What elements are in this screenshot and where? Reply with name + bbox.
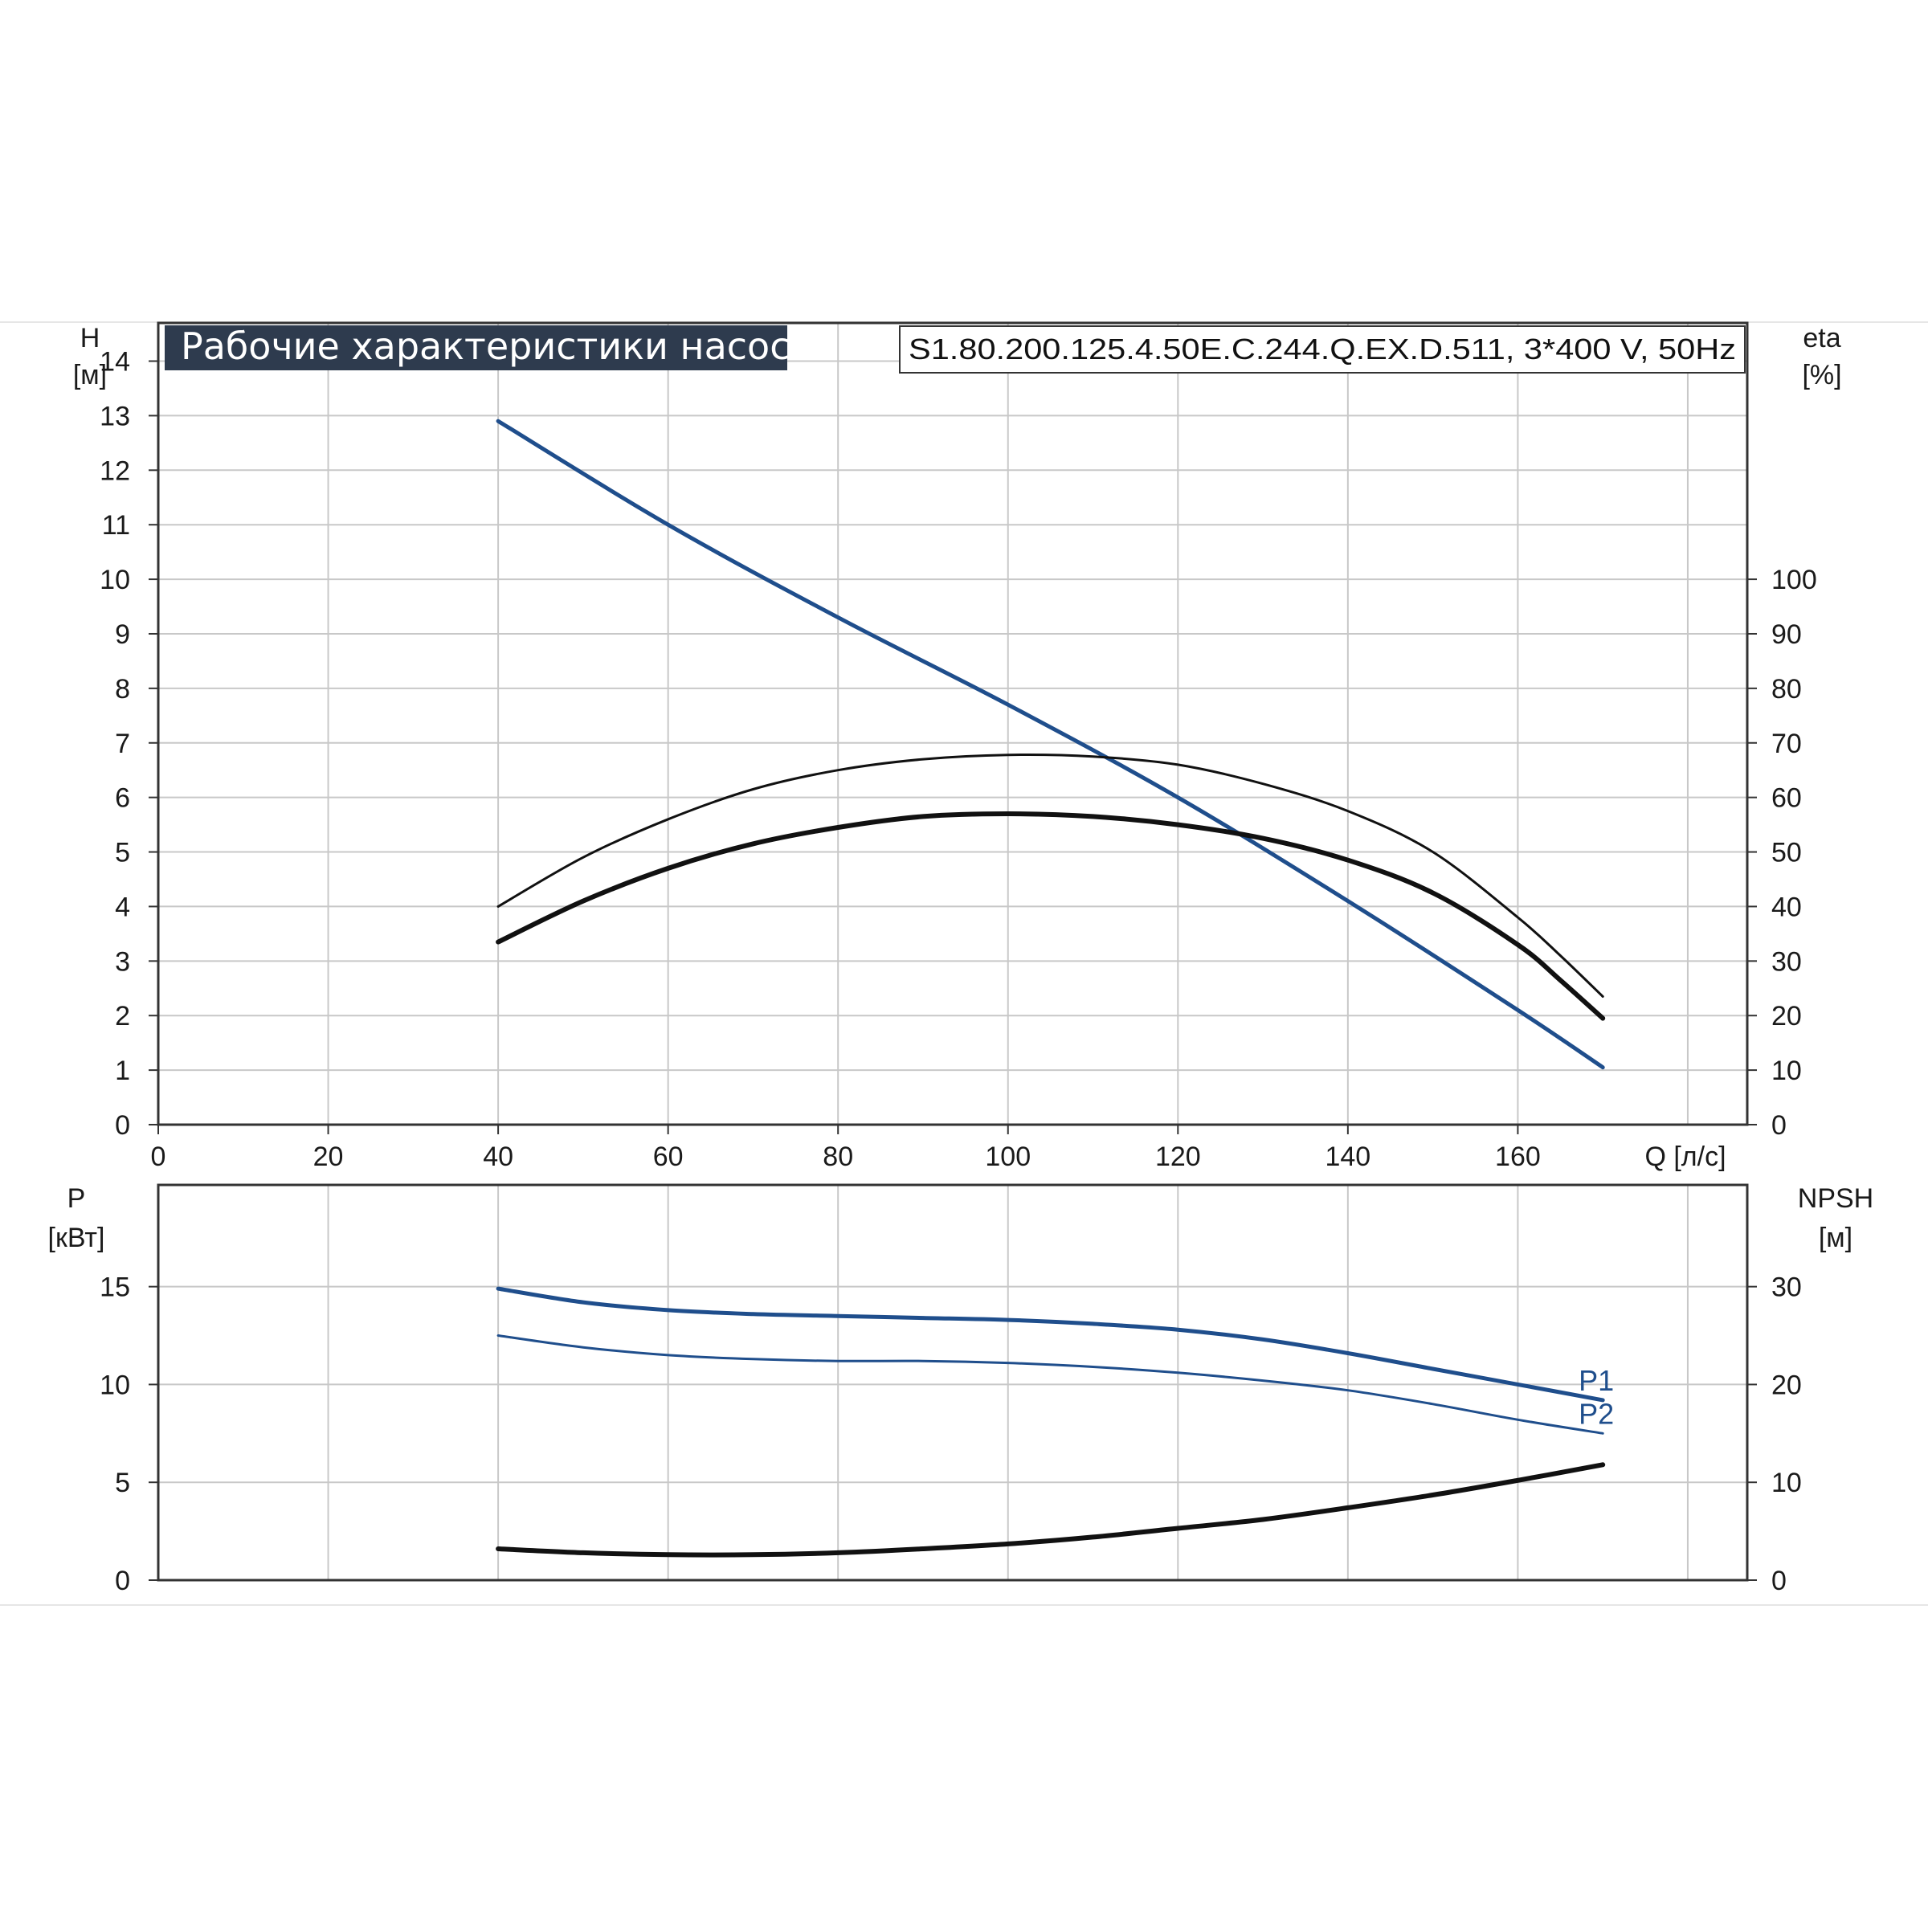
p-axis-label: P [67, 1183, 86, 1214]
bottom-plot-frame [157, 1183, 1749, 1582]
npsh-tick-label: 20 [1771, 1370, 1802, 1400]
top-series-group [496, 419, 1606, 1070]
h-tick-label: 2 [115, 1001, 130, 1031]
bottom-y-axis-ticks: 0 5 10 15 [100, 1272, 158, 1596]
eta-axis-unit: [%] [1802, 360, 1841, 390]
h-tick-label: 0 [115, 1110, 130, 1141]
h-tick-label: 4 [115, 892, 130, 922]
top-plot-frame [157, 321, 1749, 1126]
q-tick-label: 100 [985, 1142, 1031, 1172]
npsh-tick-label: 10 [1771, 1468, 1802, 1498]
q-tick-label: 140 [1325, 1142, 1370, 1172]
eta-tick-label: 70 [1771, 729, 1802, 759]
top-series-eta-2 [496, 811, 1606, 1021]
h-tick-label: 6 [115, 783, 130, 814]
bottom-series-p1 [496, 1286, 1605, 1403]
h-axis-label: H [80, 323, 100, 353]
head-efficiency-panel: Рабочие характеристики насоса S1.80.200.… [73, 321, 1842, 1172]
h-tick-label: 9 [115, 619, 130, 650]
bottom-grid [158, 1185, 1747, 1580]
bottom-series-p2 [496, 1334, 1604, 1435]
bottom-y2-axis-ticks: 0 10 20 30 [1747, 1272, 1802, 1596]
h-axis-unit: [м] [73, 360, 107, 390]
series-label-p2: P2 [1579, 1397, 1614, 1430]
npsh-axis-unit: [м] [1819, 1223, 1852, 1253]
h-tick-label: 3 [115, 946, 130, 977]
h-tick-label: 13 [100, 401, 130, 431]
top-series-eta-1 [496, 753, 1604, 998]
title-banner [165, 325, 787, 370]
series-label-p1: P1 [1579, 1364, 1614, 1397]
p-axis-unit: [кВт] [48, 1223, 105, 1253]
eta-tick-label: 100 [1771, 565, 1817, 595]
q-tick-label: 120 [1155, 1142, 1201, 1172]
top-series-h-0 [496, 419, 1605, 1070]
q-tick-label: 20 [313, 1142, 344, 1172]
eta-tick-label: 60 [1771, 783, 1802, 814]
top-x-axis-ticks: 0 20 40 60 80 100 120 140 160 [151, 1125, 1541, 1172]
npsh-axis-label: NPSH [1798, 1183, 1873, 1214]
p-tick-label: 10 [100, 1370, 130, 1400]
eta-tick-label: 30 [1771, 946, 1802, 977]
h-tick-label: 11 [102, 510, 130, 541]
q-tick-label: 0 [151, 1142, 166, 1172]
h-tick-label: 12 [100, 455, 130, 486]
p-tick-label: 15 [100, 1272, 130, 1303]
h-tick-label: 5 [115, 838, 130, 868]
q-tick-label: 40 [483, 1142, 513, 1172]
q-tick-label: 80 [823, 1142, 853, 1172]
h-tick-label: 14 [100, 347, 130, 378]
eta-tick-label: 20 [1771, 1001, 1802, 1031]
pump-model-label: S1.80.200.125.4.50E.C.244.Q.EX.D.511, 3*… [909, 333, 1736, 366]
npsh-tick-label: 30 [1771, 1272, 1802, 1303]
h-tick-label: 1 [115, 1056, 130, 1086]
eta-tick-label: 80 [1771, 674, 1802, 705]
h-tick-label: 8 [115, 674, 130, 705]
q-axis-label: Q [л/с] [1644, 1142, 1726, 1172]
chart-title: Рабочие характеристики насоса [181, 325, 813, 368]
bottom-series-npsh-2 [496, 1462, 1606, 1558]
h-tick-label: 10 [100, 565, 130, 595]
p-tick-label: 0 [115, 1566, 130, 1596]
eta-tick-label: 10 [1771, 1056, 1802, 1086]
p-tick-label: 5 [115, 1468, 130, 1498]
eta-tick-label: 50 [1771, 838, 1802, 868]
npsh-tick-label: 0 [1771, 1566, 1787, 1596]
top-y2-axis-ticks: 0 10 20 30 40 50 60 70 80 90 100 [1747, 565, 1817, 1141]
eta-tick-label: 90 [1771, 619, 1802, 650]
q-tick-label: 160 [1495, 1142, 1541, 1172]
q-tick-label: 60 [653, 1142, 684, 1172]
eta-tick-label: 40 [1771, 892, 1802, 922]
eta-tick-label: 0 [1771, 1110, 1787, 1141]
h-tick-label: 7 [115, 729, 130, 759]
eta-axis-label: eta [1803, 323, 1840, 353]
model-box [899, 325, 1746, 374]
